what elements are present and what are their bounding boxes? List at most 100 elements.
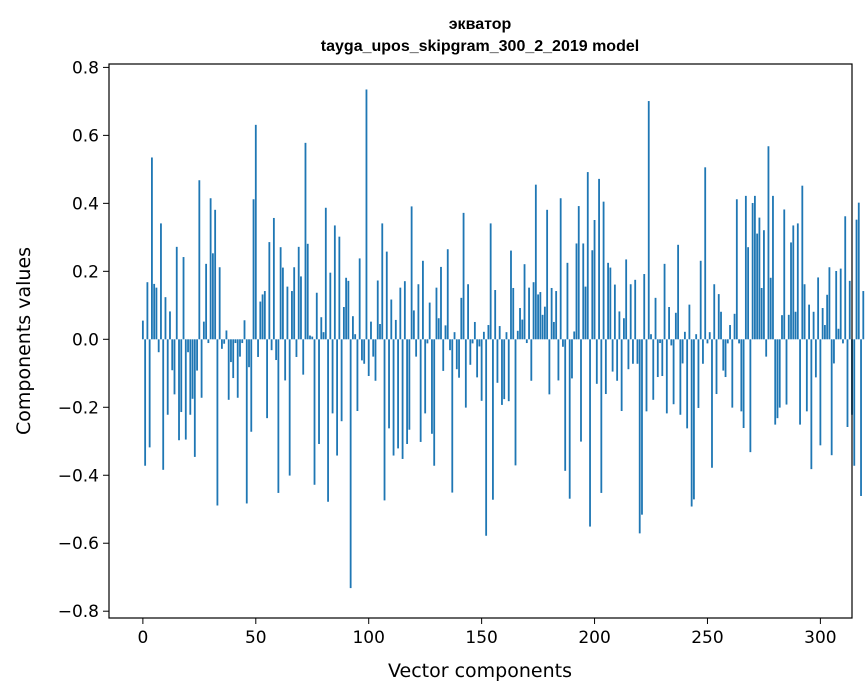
- bar-component-238: [679, 339, 682, 415]
- bar-component-81: [324, 207, 327, 340]
- bar-component-239: [681, 339, 684, 364]
- bar-component-48: [250, 339, 253, 432]
- bar-component-305: [830, 339, 833, 456]
- x-tick-label: 50: [245, 628, 267, 648]
- bar-component-132: [440, 266, 442, 340]
- bar-component-136: [449, 339, 451, 351]
- bar-component-257: [722, 339, 725, 371]
- bar-component-225: [650, 334, 652, 340]
- bar-component-17: [180, 339, 183, 413]
- bar-component-228: [656, 339, 659, 378]
- bar-component-162: [507, 339, 510, 402]
- bar-component-40: [232, 339, 235, 379]
- y-tick-label: 0.8: [72, 58, 99, 78]
- bar-component-5: [153, 283, 156, 340]
- bar-component-309: [839, 268, 842, 340]
- bar-component-168: [521, 319, 524, 340]
- bar-component-284: [783, 209, 786, 340]
- bar-component-141: [460, 297, 463, 340]
- y-axis-ticks: 0.8 0.6 0.4 0.2 0.0 −0.2 −0.4 −0.6 −0.8: [58, 58, 109, 622]
- bar-component-171: [528, 287, 530, 340]
- y-tick-label: −0.8: [58, 602, 99, 622]
- bar-component-223: [645, 339, 648, 412]
- bar-component-109: [388, 339, 390, 429]
- bar-component-77: [315, 292, 318, 340]
- bar-component-26: [200, 339, 203, 398]
- bar-component-300: [819, 339, 822, 446]
- bar-component-113: [397, 339, 399, 449]
- bar-component-272: [756, 233, 759, 340]
- bar-component-240: [683, 331, 686, 340]
- bar-component-103: [374, 339, 377, 381]
- bar-component-72: [304, 142, 307, 340]
- bar-component-246: [697, 339, 700, 408]
- bar-component-178: [543, 306, 546, 340]
- x-tick-label: 300: [804, 628, 836, 648]
- bar-component-286: [787, 314, 790, 340]
- bar-component-76: [313, 339, 316, 485]
- bar-component-315: [853, 339, 856, 466]
- y-tick-label: −0.4: [58, 466, 99, 486]
- x-axis-label: Vector components: [388, 660, 572, 682]
- bar-component-184: [557, 339, 560, 381]
- bar-component-142: [462, 212, 465, 340]
- bar-component-1: [144, 339, 147, 466]
- bar-component-308: [837, 328, 840, 340]
- y-tick-label: 0.2: [72, 262, 99, 282]
- bar-component-196: [584, 286, 587, 340]
- bar-component-177: [541, 314, 544, 340]
- bar-component-50: [254, 124, 257, 340]
- bar-component-32: [214, 209, 217, 340]
- bar-component-227: [654, 297, 657, 340]
- bar-component-62: [281, 267, 284, 340]
- bar-component-250: [706, 339, 709, 344]
- bar-component-67: [293, 267, 296, 340]
- bar-component-209: [613, 284, 616, 340]
- y-tick-label: −0.2: [58, 398, 99, 418]
- bar-component-44: [241, 339, 244, 344]
- bar-component-234: [670, 339, 673, 346]
- bar-component-278: [769, 277, 772, 340]
- bar-component-265: [740, 339, 743, 412]
- bar-component-112: [394, 319, 397, 340]
- bar-component-8: [160, 223, 162, 340]
- bar-component-212: [620, 339, 623, 412]
- bar-component-248: [702, 339, 704, 364]
- bar-component-202: [598, 178, 600, 340]
- bar-component-174: [534, 184, 537, 340]
- bar-component-160: [503, 339, 506, 400]
- bar-component-270: [751, 203, 754, 340]
- bar-component-80: [322, 332, 325, 340]
- bar-component-10: [164, 297, 167, 340]
- bar-component-190: [571, 339, 573, 379]
- bar-component-130: [435, 287, 438, 340]
- bar-component-64: [286, 286, 289, 340]
- bar-component-38: [227, 339, 230, 400]
- bar-component-110: [390, 299, 393, 340]
- bar-component-16: [178, 339, 180, 441]
- bar-component-173: [532, 282, 535, 340]
- bar-component-13: [171, 339, 174, 371]
- bar-component-281: [776, 339, 779, 419]
- bar-component-226: [652, 339, 655, 400]
- bar-component-187: [564, 339, 567, 471]
- bar-component-3: [148, 339, 151, 448]
- bar-component-114: [399, 287, 402, 340]
- bar-component-289: [794, 311, 797, 340]
- bar-component-230: [661, 339, 664, 377]
- bar-component-167: [519, 308, 521, 340]
- bar-component-92: [349, 339, 352, 589]
- bar-component-254: [715, 339, 718, 395]
- bar-component-122: [417, 284, 420, 340]
- bar-component-131: [437, 318, 440, 340]
- bar-component-101: [370, 321, 372, 340]
- bar-component-108: [385, 251, 388, 340]
- bar-component-33: [216, 339, 219, 506]
- bar-component-194: [580, 339, 582, 442]
- bar-component-63: [284, 339, 287, 381]
- bar-component-287: [790, 242, 792, 340]
- y-tick-label: 0.0: [72, 330, 99, 350]
- x-tick-label: 150: [465, 628, 497, 648]
- bar-component-11: [166, 339, 169, 415]
- bar-component-102: [372, 339, 375, 357]
